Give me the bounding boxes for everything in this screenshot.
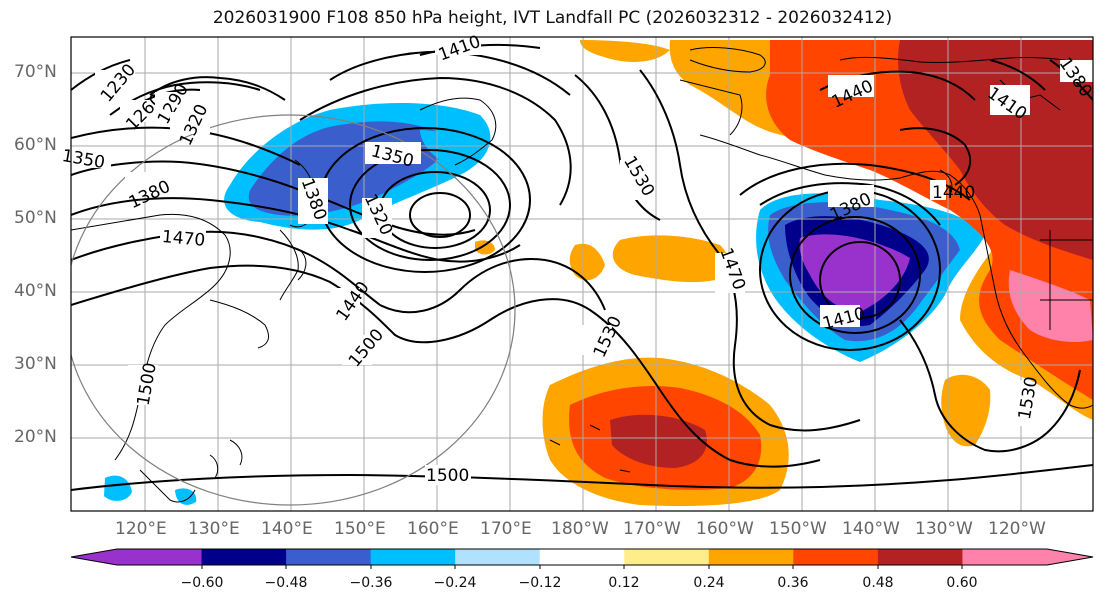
lat-tick: 60°N xyxy=(14,135,57,155)
colorbar-label: 0.36 xyxy=(777,575,809,591)
lon-tick: 140°E xyxy=(261,519,313,539)
colorbar-label: 0.48 xyxy=(862,575,894,591)
colorbar-label: −0.60 xyxy=(180,575,224,591)
colorbar xyxy=(70,548,1094,569)
colorbar-label: 0.60 xyxy=(946,575,978,591)
colorbar-segment xyxy=(708,549,794,565)
lon-tick: 140°W xyxy=(842,519,900,539)
colorbar-segment xyxy=(201,549,287,565)
colorbar-label: 0.12 xyxy=(608,575,640,591)
lat-tick: 20°N xyxy=(14,427,57,447)
contour-label: 1470 xyxy=(161,227,206,251)
contour-label-group: 1230 1260 1290 1320 1350 1380 1410 1440 … xyxy=(60,32,1095,486)
colorbar-segment xyxy=(539,549,625,565)
colorbar-segment xyxy=(962,549,1048,565)
lat-tick: 30°N xyxy=(14,354,57,374)
lon-tick: 180°W xyxy=(551,519,609,539)
colorbar-label: −0.24 xyxy=(433,575,477,591)
lon-tick: 160°E xyxy=(407,519,459,539)
colorbar-label: −0.12 xyxy=(518,575,562,591)
lon-tick: 120°E xyxy=(115,519,167,539)
radius-circle xyxy=(71,114,516,506)
colorbar-arrow-left xyxy=(71,549,117,565)
colorbar-outline xyxy=(70,548,1094,566)
colorbar-segment xyxy=(117,549,203,565)
lon-tick: 150°E xyxy=(334,519,386,539)
colorbar-label: 0.24 xyxy=(693,575,725,591)
colorbar-segment xyxy=(877,549,963,565)
contour-label: 1500 xyxy=(426,466,469,486)
lat-tick: 70°N xyxy=(14,62,57,82)
lat-tick: 40°N xyxy=(14,281,57,301)
colorbar-segment xyxy=(370,549,456,565)
lon-tick: 130°W xyxy=(915,519,973,539)
lon-tick: 150°W xyxy=(769,519,827,539)
map-title: 2026031900 F108 850 hPa height, IVT Land… xyxy=(212,8,893,28)
map-frame xyxy=(70,36,1094,512)
lon-tick: 170°E xyxy=(480,519,532,539)
colorbar-segment xyxy=(455,549,541,565)
lon-tick: 130°E xyxy=(188,519,240,539)
lon-tick: 160°W xyxy=(696,519,754,539)
colorbar-label: −0.36 xyxy=(349,575,393,591)
contour-label: 1440 xyxy=(932,183,975,203)
lon-tick: 120°W xyxy=(988,519,1046,539)
colorbar-label: −0.48 xyxy=(264,575,308,591)
colorbar-arrow-right xyxy=(1047,549,1093,565)
colorbar-segment xyxy=(286,549,372,565)
lat-tick: 50°N xyxy=(14,208,57,228)
colorbar-segment xyxy=(624,549,710,565)
colorbar-segment xyxy=(793,549,879,565)
lon-tick: 170°W xyxy=(623,519,681,539)
